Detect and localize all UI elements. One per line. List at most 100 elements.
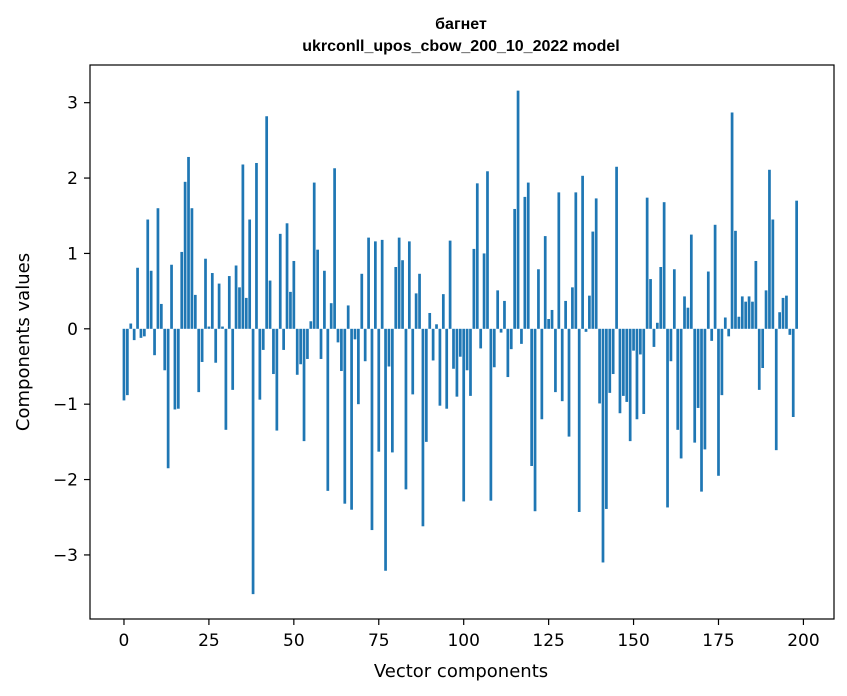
y-tick-label: 3: [67, 94, 78, 114]
bar: [251, 328, 255, 595]
bar: [761, 328, 765, 368]
bar: [791, 328, 795, 417]
y-tick-label: −1: [53, 395, 78, 415]
bar: [567, 328, 571, 437]
bar: [642, 328, 646, 414]
bar: [299, 328, 302, 365]
x-tick-label: 25: [198, 631, 220, 651]
bar: [367, 237, 370, 329]
bar: [248, 219, 252, 329]
bar: [431, 328, 435, 361]
bar: [329, 303, 333, 329]
bar: [336, 328, 340, 343]
x-tick-label: 50: [283, 631, 305, 651]
bar: [475, 183, 479, 329]
bar: [380, 239, 384, 329]
bar: [374, 241, 377, 329]
bar: [438, 328, 442, 406]
y-axis-label: Components values: [13, 253, 34, 431]
x-tick-label: 150: [617, 631, 649, 651]
bar: [326, 328, 330, 491]
bar: [282, 328, 285, 350]
bar: [441, 294, 445, 329]
bar: [577, 328, 581, 512]
bar: [686, 307, 690, 329]
bar: [778, 312, 781, 329]
bar: [662, 202, 666, 329]
bar: [183, 181, 187, 329]
bar: [683, 296, 686, 329]
bar: [479, 328, 483, 349]
bar: [387, 328, 391, 367]
bar: [163, 328, 167, 371]
bar: [598, 328, 601, 404]
bar: [197, 328, 201, 393]
bar: [278, 233, 282, 329]
bar: [244, 297, 248, 329]
bar: [622, 328, 625, 396]
bar: [747, 296, 751, 329]
bar: [323, 270, 326, 329]
bar: [418, 273, 421, 329]
bar: [143, 328, 146, 337]
bar: [652, 328, 656, 347]
bar: [509, 328, 513, 350]
bar: [241, 164, 245, 329]
bar: [180, 251, 184, 329]
bar: [411, 328, 415, 395]
bar: [632, 328, 635, 351]
chart-title: багнет: [435, 16, 487, 33]
bar: [435, 324, 438, 329]
bar: [744, 301, 748, 329]
bar: [190, 208, 194, 329]
bar: [543, 236, 547, 329]
bar: [608, 328, 612, 393]
bar: [312, 182, 316, 329]
bar: [723, 317, 727, 329]
chart-subtitle: ukrconll_upos_cbow_200_10_2022 model: [302, 38, 619, 55]
bar: [455, 328, 459, 397]
bar: [672, 269, 676, 329]
y-tick-label: 0: [67, 320, 78, 340]
x-axis-ticks: 0 25 50 75 100 125 150 175 200: [119, 619, 820, 651]
bar: [217, 283, 221, 329]
bar: [258, 328, 262, 400]
bar: [717, 328, 720, 476]
bar: [153, 328, 156, 356]
bars-group: [122, 90, 798, 595]
bar: [560, 328, 564, 402]
bar: [574, 192, 578, 329]
bar: [346, 305, 350, 329]
bar: [754, 260, 758, 329]
bar: [727, 328, 731, 337]
bar: [340, 328, 343, 372]
bar: [319, 328, 323, 359]
bar: [540, 328, 544, 420]
bar: [720, 328, 724, 396]
bar: [520, 328, 523, 344]
bar: [506, 328, 510, 378]
bar: [353, 328, 357, 340]
bar: [564, 300, 567, 329]
bar: [306, 328, 309, 359]
x-tick-label: 125: [532, 631, 564, 651]
bar: [255, 162, 258, 329]
bar: [581, 175, 584, 329]
bar: [377, 328, 381, 452]
bar: [513, 208, 517, 329]
bar: [407, 241, 411, 329]
bar: [424, 328, 428, 442]
bar: [295, 328, 299, 375]
bar: [285, 223, 289, 329]
bar: [649, 279, 652, 329]
bar: [156, 208, 160, 329]
bar: [706, 271, 710, 329]
bar: [397, 237, 401, 329]
x-tick-label: 175: [702, 631, 734, 651]
bar: [788, 328, 792, 335]
bar: [159, 303, 163, 329]
bar: [700, 328, 703, 492]
bar: [533, 328, 537, 512]
bar: [146, 219, 150, 329]
bar: [499, 328, 503, 333]
